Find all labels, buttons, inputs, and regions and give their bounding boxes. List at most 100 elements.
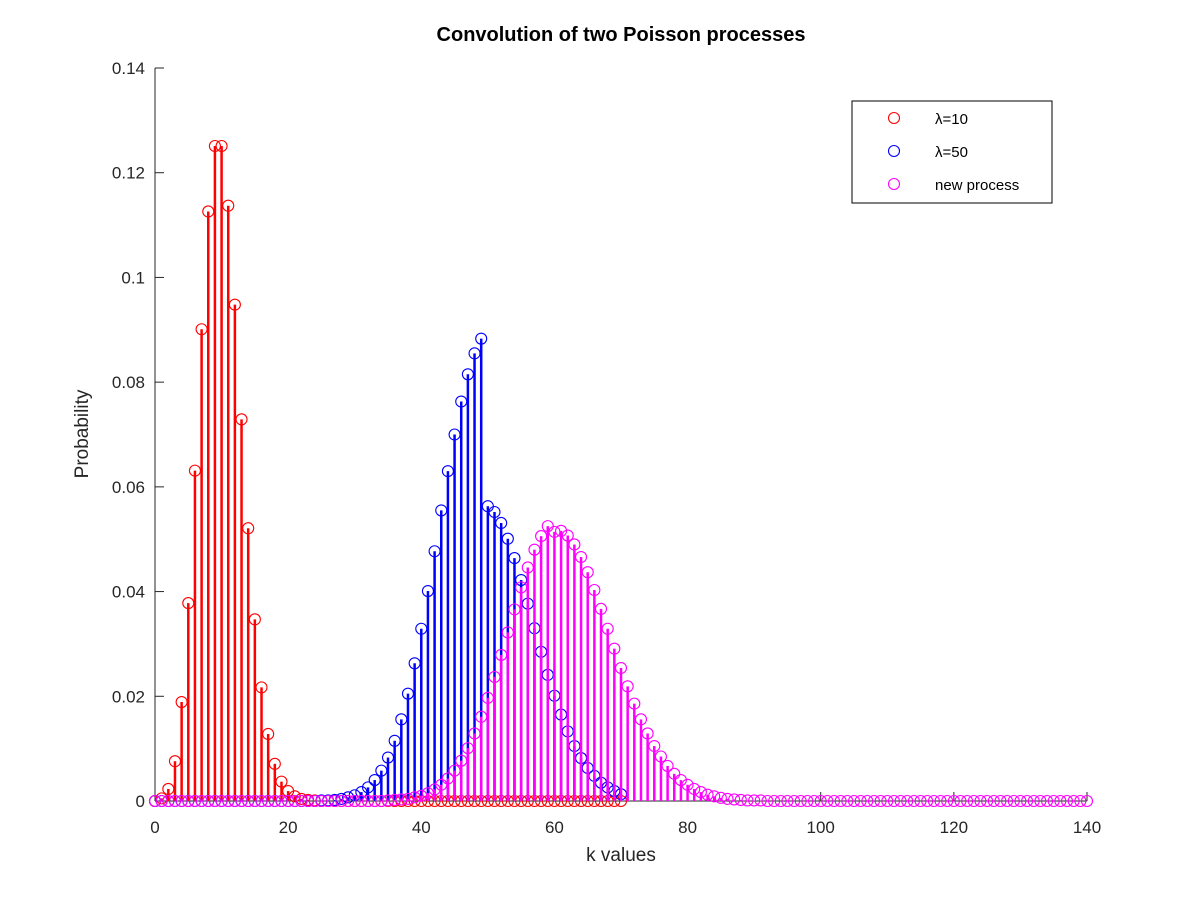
stem-marker: [927, 794, 940, 808]
stem-marker: [262, 727, 275, 741]
stem-marker: [162, 794, 175, 808]
stem-marker: [208, 794, 221, 808]
stem-marker: [575, 550, 588, 564]
legend-marker: [887, 144, 901, 158]
stem-marker: [1041, 794, 1054, 808]
stem-marker: [774, 794, 787, 808]
legend-marker: [887, 111, 901, 125]
stem-marker: [887, 794, 900, 808]
stem-marker: [921, 794, 934, 808]
stem-marker: [934, 794, 947, 808]
stem-marker: [248, 613, 261, 626]
legend-label: new process: [935, 177, 1019, 194]
stem-marker: [994, 794, 1007, 808]
stem-marker: [781, 794, 794, 808]
stem-marker: [248, 794, 261, 808]
stem-marker: [1060, 794, 1074, 808]
stem-marker: [361, 794, 375, 808]
stem-marker: [1054, 794, 1067, 808]
stem-marker: [841, 794, 854, 808]
stem-marker: [768, 794, 781, 808]
stem-marker: [222, 794, 235, 808]
legend-label: λ=50: [935, 144, 968, 161]
stem-marker: [268, 794, 281, 808]
stem-marker: [355, 794, 368, 808]
x-tick-label: 120: [940, 818, 968, 837]
stem-marker: [668, 767, 681, 780]
y-tick-label: 0.14: [112, 59, 145, 78]
stem-marker: [728, 793, 741, 806]
stem-marker: [861, 794, 874, 808]
stem-marker: [488, 505, 501, 519]
stem-marker: [854, 794, 867, 808]
chart-title: Convolution of two Poisson processes: [437, 24, 806, 46]
x-axis-label: k values: [586, 845, 656, 866]
stem-marker: [947, 794, 960, 808]
stem-marker: [242, 794, 255, 808]
stem-marker: [681, 778, 694, 791]
y-axis-label: Probability: [72, 389, 93, 478]
stem-marker: [1014, 794, 1027, 808]
x-tick-label: 140: [1073, 818, 1101, 837]
stem-marker: [628, 697, 641, 710]
x-tick-label: 100: [807, 818, 835, 837]
legend-label: λ=10: [935, 111, 968, 128]
stem-marker: [874, 794, 887, 808]
stem-marker: [555, 524, 568, 537]
stem-marker: [228, 794, 241, 808]
stem-marker: [155, 794, 168, 808]
x-tick-label: 80: [678, 818, 697, 837]
y-tick-label: 0.06: [112, 478, 145, 497]
stem-marker: [335, 794, 348, 808]
stem-marker: [814, 794, 827, 808]
y-tick-label: 0.02: [112, 687, 145, 706]
stem-marker: [368, 794, 381, 808]
stem-marker: [867, 794, 881, 808]
stem-marker: [661, 759, 674, 772]
stem-marker: [708, 790, 721, 803]
stem-marker: [641, 727, 654, 740]
stem-marker: [954, 794, 967, 808]
stem-marker: [182, 794, 195, 808]
stem-marker: [195, 794, 208, 808]
stem-marker: [721, 792, 734, 805]
stem-marker: [508, 552, 521, 565]
stem-marker: [295, 794, 308, 808]
series-stems: [148, 139, 1094, 808]
stem-marker: [268, 757, 281, 770]
stem-marker: [581, 566, 594, 579]
stem-marker: [761, 794, 774, 808]
legend: λ=10 λ=50 new process: [851, 100, 1053, 204]
stem-marker: [901, 794, 914, 808]
stem-marker: [235, 413, 248, 426]
y-tick-label: 0: [136, 792, 145, 811]
stem-marker: [648, 739, 661, 753]
stem-marker: [215, 794, 228, 808]
stem-marker: [827, 794, 841, 808]
stem-marker: [961, 794, 974, 808]
stem-marker: [215, 139, 228, 153]
stem-marker: [255, 794, 268, 808]
stem-marker: [981, 794, 994, 808]
stem-marker: [242, 522, 255, 535]
axes: 0 20 40 60 80 100 120 140 0 0.02 0.04 0.06 0.08 0.1 0.…: [112, 59, 1101, 837]
stem-marker: [222, 199, 235, 212]
stem-marker: [342, 794, 355, 808]
series-group: [148, 520, 1094, 808]
stem-marker: [788, 794, 801, 808]
stem-marker: [847, 794, 861, 808]
stem-marker: [794, 794, 807, 808]
stem-marker: [688, 782, 701, 796]
stem-marker: [694, 786, 707, 799]
stem-marker: [168, 794, 182, 808]
stem-marker: [561, 529, 574, 542]
legend-marker: [887, 177, 901, 191]
stem-marker: [701, 788, 714, 801]
stem-marker: [1034, 794, 1047, 808]
stem-marker: [275, 775, 288, 788]
stem-marker: [621, 680, 634, 693]
stem-marker: [614, 661, 628, 675]
stem-marker: [801, 794, 814, 808]
x-tick-label: 60: [545, 818, 564, 837]
